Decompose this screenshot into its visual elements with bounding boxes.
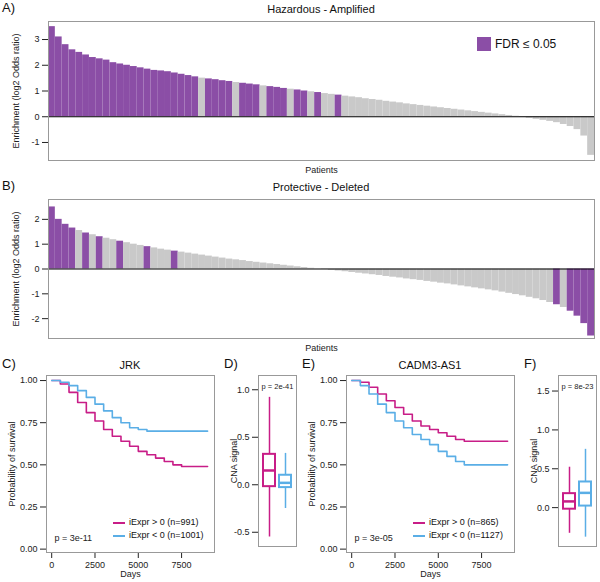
svg-text:Days: Days [420,569,441,579]
svg-text:1.5: 1.5 [537,386,550,396]
html-text:iExpr < 0 (n=1127): iExpr < 0 (n=1127) [429,530,503,540]
svg-text:0: 0 [349,560,354,570]
svg-text:1.0: 1.0 [537,425,550,435]
svg-text:p = 8e-23: p = 8e-23 [562,382,594,391]
svg-text:p = 3e-11: p = 3e-11 [55,533,93,543]
html-text:F): F) [524,356,537,371]
svg-text:2500: 2500 [85,560,105,570]
svg-text:1.00: 1.00 [20,375,38,385]
svg-text:-2: -2 [31,314,39,324]
html-text:C): C) [2,356,16,371]
html-text:FDR ≤ 0.05: FDR ≤ 0.05 [495,36,557,51]
svg-text:0.0: 0.0 [537,503,550,513]
svg-text:CNA signal: CNA signal [529,439,539,484]
svg-text:p = 2e-41: p = 2e-41 [262,382,294,391]
svg-text:1.0: 1.0 [237,385,250,395]
svg-text:CNA signal: CNA signal [229,439,239,484]
html-text:Protective - Deleted: Protective - Deleted [272,181,370,193]
svg-text:7500: 7500 [172,560,192,570]
svg-text:0: 0 [34,264,39,274]
svg-text:-1: -1 [31,289,39,299]
svg-text:0.00: 0.00 [320,544,338,554]
svg-text:0.0: 0.0 [237,479,250,490]
html-text:E): E) [302,356,315,371]
html-text:JRK: JRK [119,359,141,371]
svg-text:7500: 7500 [472,560,492,570]
html-text:B): B) [2,178,15,193]
svg-text:0.75: 0.75 [320,418,338,428]
svg-text:0.75: 0.75 [20,418,38,428]
html-text:D): D) [224,356,238,371]
svg-text:Enrichment (log2 Odds ratio): Enrichment (log2 Odds ratio) [11,211,21,326]
svg-text:0: 0 [34,112,39,122]
svg-text:Probability of survival: Probability of survival [307,421,317,506]
svg-text:0.25: 0.25 [20,502,38,512]
svg-text:0.5: 0.5 [237,432,250,443]
svg-text:-1: -1 [31,137,39,147]
svg-text:0.50: 0.50 [320,460,338,470]
svg-text:1: 1 [34,86,39,96]
svg-text:1.00: 1.00 [320,375,338,385]
svg-text:Days: Days [120,569,141,579]
html-text:CADM3-AS1: CADM3-AS1 [398,359,462,371]
svg-text:Enrichment (log2 Odds ratio): Enrichment (log2 Odds ratio) [11,33,21,148]
svg-text:0.25: 0.25 [320,502,338,512]
svg-text:2: 2 [34,60,39,70]
svg-text:2500: 2500 [385,560,405,570]
svg-text:5000: 5000 [128,559,149,570]
html-text:A): A) [2,0,15,15]
svg-text:0.00: 0.00 [20,544,38,554]
html-text:iExpr < 0 (n=1001): iExpr < 0 (n=1001) [129,530,204,540]
svg-text:Probability of survival: Probability of survival [7,421,17,506]
html-text:iExpr > 0 (n=865): iExpr > 0 (n=865) [429,517,499,527]
svg-text:3: 3 [34,34,39,44]
svg-text:0: 0 [49,560,54,570]
svg-text:p = 3e-05: p = 3e-05 [355,533,393,543]
svg-text:1: 1 [34,239,39,249]
svg-text:Patients: Patients [305,343,338,353]
svg-text:0.50: 0.50 [20,460,38,470]
html-text:Hazardous - Amplified: Hazardous - Amplified [267,3,375,15]
svg-text:-0.5: -0.5 [234,527,250,537]
svg-text:Patients: Patients [305,165,338,175]
svg-text:0.5: 0.5 [537,463,550,474]
svg-text:2: 2 [34,214,39,224]
svg-text:5000: 5000 [428,559,449,570]
html-text:iExpr > 0 (n=991): iExpr > 0 (n=991) [129,517,199,527]
